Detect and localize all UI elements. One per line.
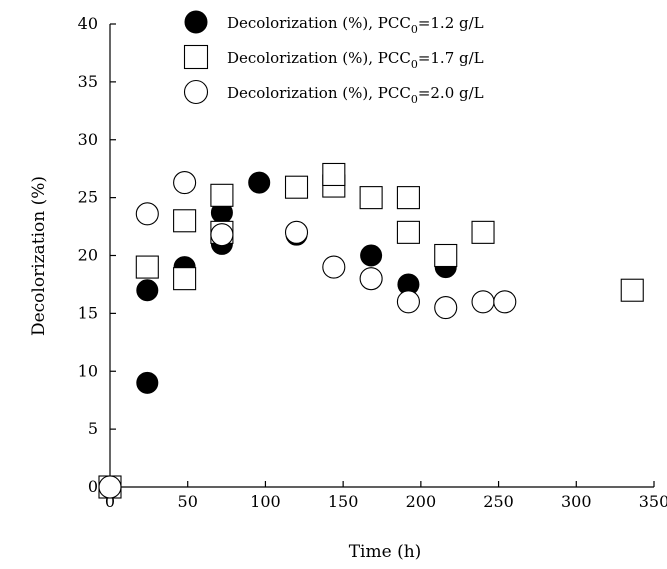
legend-marker-1	[185, 11, 207, 33]
data-point-series-2	[211, 184, 233, 206]
y-axis-title: Decolorization (%)	[29, 176, 49, 336]
data-point-series-2	[174, 268, 196, 290]
data-point-series-1	[137, 372, 158, 393]
x-tick-label: 200	[406, 492, 437, 511]
x-tick-label: 100	[250, 492, 281, 511]
data-point-series-2	[435, 245, 457, 267]
y-tick-label: 35	[78, 72, 98, 91]
x-tick-label: 300	[561, 492, 592, 511]
y-tick-label: 10	[78, 361, 98, 380]
y-tick-label: 20	[78, 246, 98, 265]
data-point-series-3	[435, 297, 457, 319]
legend: Decolorization (%), PCC0=1.2 g/L Decolori…	[185, 11, 484, 106]
data-point-series-2	[621, 279, 643, 301]
legend-label-2: Decolorization (%), PCC0=1.7 g/L	[227, 49, 484, 71]
y-tick-label: 25	[78, 188, 98, 207]
y-tick-label: 15	[78, 303, 98, 322]
data-point-series-2	[136, 256, 158, 278]
data-point-series-3	[323, 256, 345, 278]
x-tick-label: 50	[178, 492, 198, 511]
x-tick-label: 350	[639, 492, 667, 511]
legend-marker-2	[185, 46, 208, 69]
x-tick-label: 150	[328, 492, 359, 511]
data-point-series-2	[286, 176, 308, 198]
data-point-series-2	[360, 187, 382, 209]
data-point-series-1	[249, 172, 270, 193]
x-tick-label: 250	[483, 492, 514, 511]
data-point-series-3	[472, 291, 494, 313]
data-point-series-3	[174, 172, 196, 194]
data-point-series-3	[360, 268, 382, 290]
data-point-series-2	[174, 210, 196, 232]
data-point-series-3	[99, 476, 121, 498]
data-point-series-2	[397, 187, 419, 209]
data-point-series-3	[286, 221, 308, 243]
y-tick-label: 30	[78, 130, 98, 149]
data-point-series-2	[397, 221, 419, 243]
data-point-series-1	[361, 245, 382, 266]
y-tick-label: 5	[88, 419, 98, 438]
data-point-series-2	[472, 221, 494, 243]
data-point-series-3	[494, 291, 516, 313]
data-points	[99, 163, 643, 498]
data-point-series-1	[137, 280, 158, 301]
legend-label-3: Decolorization (%), PCC0=2.0 g/L	[227, 84, 484, 106]
legend-marker-3	[185, 81, 208, 104]
data-point-series-2	[323, 163, 345, 185]
x-axis-title: Time (h)	[349, 542, 422, 562]
data-point-series-3	[211, 224, 233, 246]
y-tick-label: 40	[78, 14, 98, 33]
data-point-series-3	[397, 291, 419, 313]
y-tick-label: 0	[88, 477, 98, 496]
data-point-series-3	[136, 203, 158, 225]
legend-label-1: Decolorization (%), PCC0=1.2 g/L	[227, 14, 484, 36]
